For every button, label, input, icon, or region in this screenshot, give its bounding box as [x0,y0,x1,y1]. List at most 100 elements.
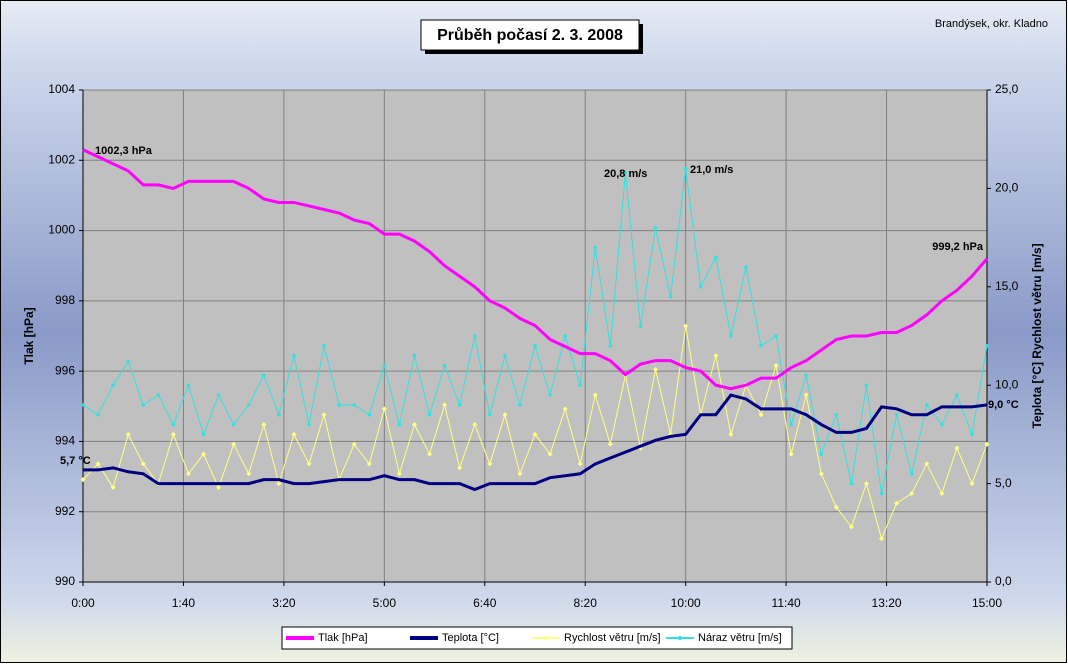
marker [472,422,478,428]
marker [382,363,387,368]
marker [351,441,357,447]
title-box [420,19,640,51]
marker [909,471,914,476]
marker [517,471,523,477]
marker [216,393,221,397]
marker [607,441,613,447]
marker [231,441,237,447]
marker [623,170,628,175]
marker [427,451,433,457]
marker [804,373,808,378]
marker [864,383,869,388]
marker [789,422,793,427]
marker [488,412,492,417]
marker [714,255,718,260]
marker [698,285,703,289]
marker [171,422,176,427]
y-tick-label: 994 [55,434,75,448]
y-tick-label: 1004 [48,82,75,96]
marker [894,500,900,506]
legend-marker [544,636,548,640]
marker [683,166,688,171]
marker [487,461,493,467]
annotation: 9,0 °C [988,399,1019,411]
marker [803,392,809,398]
marker [322,344,326,348]
marker [307,422,311,427]
marker [246,471,252,477]
marker [261,422,267,428]
marker [818,471,824,477]
annotation: 21,0 m/s [690,164,733,176]
marker [277,412,281,417]
marker [111,383,115,388]
marker [427,412,432,417]
marker [593,245,598,250]
marker [894,412,899,417]
marker [126,359,130,364]
marker [125,431,131,437]
marker [578,383,582,388]
marker [728,431,734,437]
marker [457,465,463,471]
marker [577,461,583,467]
marker [306,461,312,467]
y2-tick-label: 5,0 [995,476,1012,490]
x-tick-label: 6:40 [473,596,497,610]
marker [985,344,989,348]
marker [744,265,748,269]
x-tick-label: 15:00 [972,596,1002,610]
marker [292,353,296,358]
y2-tick-label: 25,0 [995,82,1019,96]
legend-label: Náraz větru [m/s] [698,632,782,644]
marker [412,353,417,358]
marker [563,334,567,338]
y2-tick-label: 15,0 [995,279,1019,293]
y-tick-label: 996 [55,363,75,377]
marker [366,461,372,467]
x-tick-label: 13:20 [872,596,902,610]
marker [262,373,266,378]
x-tick-label: 5:00 [373,596,397,610]
marker [156,393,161,397]
marker [81,403,85,407]
marker [185,471,191,477]
series-line [82,148,989,391]
marker [713,353,719,359]
marker [562,406,568,412]
marker [321,412,327,418]
marker [442,402,448,408]
y2-tick-label: 0,0 [995,574,1012,588]
marker [729,334,733,338]
legend-label: Rychlost větru [m/s] [564,632,661,644]
marker [201,432,206,437]
x-tick-label: 8:20 [574,596,598,610]
marker [863,481,869,487]
marker [216,485,222,491]
marker [502,412,508,418]
marker [457,403,462,407]
marker [442,363,447,368]
y-tick-label: 1000 [48,223,75,237]
marker [472,334,477,338]
x-tick-label: 3:20 [272,596,296,610]
marker [638,324,643,328]
marker [984,441,990,447]
marker [532,431,538,437]
y2-tick-label: 20,0 [995,181,1019,195]
marker [954,445,960,451]
marker [396,471,402,477]
marker [940,422,944,427]
marker [608,344,613,348]
marker [140,461,146,467]
marker [924,403,929,407]
marker [518,403,522,407]
marker [834,412,839,417]
marker [758,412,764,418]
y-axis-label: Tlak [hPa] [22,307,36,364]
marker [337,403,341,407]
x-tick-label: 11:40 [772,596,801,610]
y-tick-label: 998 [55,293,75,307]
marker [201,451,207,457]
